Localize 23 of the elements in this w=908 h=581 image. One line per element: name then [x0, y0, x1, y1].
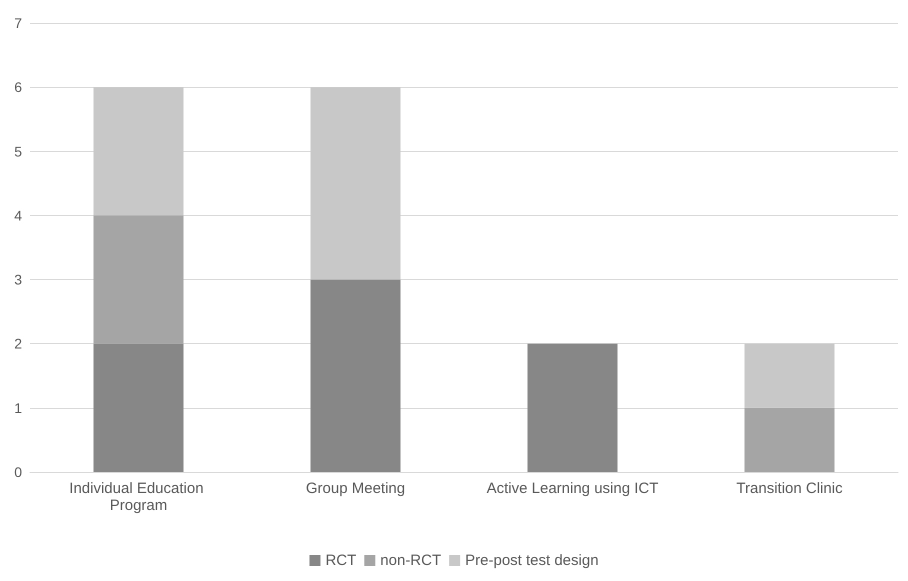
y-tick-label: 2 [14, 336, 22, 352]
y-tick-label: 7 [14, 15, 22, 31]
y-tick-label: 5 [14, 143, 22, 160]
bar [310, 87, 400, 280]
legend-label: RCT [325, 552, 356, 569]
x-tick-label: Transition Clinic [736, 480, 844, 497]
legend-label: non-RCT [380, 552, 442, 569]
y-tick-label: 3 [14, 272, 22, 288]
bar [94, 215, 184, 344]
y-tick-label: 4 [14, 207, 22, 224]
bar [94, 87, 184, 216]
bar [744, 344, 834, 408]
bar [94, 344, 184, 472]
bar [528, 344, 618, 472]
y-tick-label: 1 [14, 400, 22, 416]
x-tick-label: Active Learning using ICT [486, 480, 658, 497]
legend-label: Pre-post test design [465, 552, 599, 569]
bar [744, 408, 834, 472]
x-tick-label: Individual Education Program [69, 480, 208, 514]
x-tick-label: Group Meeting [306, 480, 406, 497]
y-tick-label: 0 [14, 464, 22, 480]
y-tick-label: 6 [14, 79, 22, 96]
bar [310, 280, 400, 472]
